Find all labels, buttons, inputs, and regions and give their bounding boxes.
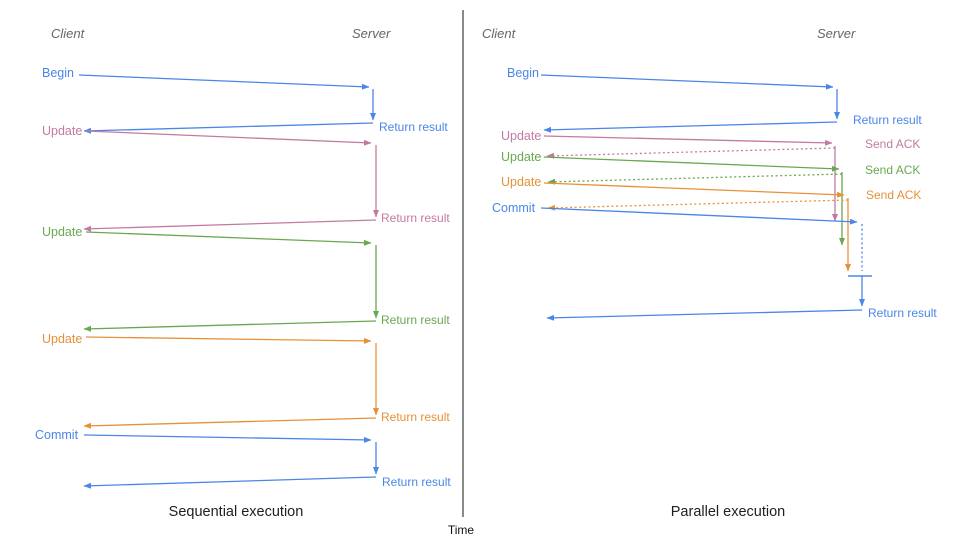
sequential-update-2-reply-label: Return result [381,313,450,327]
parallel-update-3-reply-label: Send ACK [866,188,921,202]
parallel-begin-0-reply-label: Return result [853,113,922,127]
parallel-update-2-request-arrow [543,156,840,172]
time-axis-label: Time [448,523,475,537]
parallel-commit-4-reply-label: Return result [868,306,937,320]
parallel-commit-4-label: Commit [492,201,536,215]
parallel-server-header: Server [817,26,856,41]
parallel-begin-0-request-arrow [540,74,834,90]
parallel-update-1-label: Update [501,129,541,143]
parallel-commit-4-reply-arrow [546,309,863,321]
sequential-commit-4-request-arrow [83,434,372,443]
sequential-begin-0-reply-arrow [83,122,374,134]
sequential-update-2-reply-arrow [83,320,377,332]
sequential-update-1-reply-arrow [83,219,377,232]
parallel-update-2-reply-arrow [547,173,843,185]
parallel-update-1-reply-label: Send ACK [865,137,920,151]
sequential-commit-4-reply-label: Return result [382,475,451,489]
parallel-update-3-label: Update [501,175,541,189]
sequential-begin-0-reply-label: Return result [379,120,448,134]
sequential-begin-0-label: Begin [42,66,74,80]
parallel-commit-4-request-arrow [540,207,858,225]
sequential-update-3-label: Update [42,332,82,346]
sequential-update-2-label: Update [42,225,82,239]
parallel-client-header: Client [482,26,517,41]
sequential-panel-title: Sequential execution [169,504,304,520]
sequential-commit-4-label: Commit [35,428,79,442]
sequential-client-header: Client [51,26,86,41]
sequential-update-3-reply-arrow [83,417,377,429]
sequential-update-1-label: Update [42,124,82,138]
parallel-update-3-reply-arrow [547,199,849,211]
parallel-begin-0-reply-arrow [543,121,838,133]
parallel-panel-title: Parallel execution [671,504,785,520]
sequential-update-3-request-arrow [85,336,372,344]
parallel-update-2-label: Update [501,150,541,164]
parallel-update-2-reply-label: Send ACK [865,163,920,177]
sequential-update-1-reply-label: Return result [381,211,450,225]
sequential-update-2-request-arrow [85,231,372,246]
parallel-begin-0-label: Begin [507,66,539,80]
parallel-update-3-request-arrow [543,182,845,198]
sequential-commit-4-reply-arrow [83,476,377,489]
sequential-begin-0-request-arrow [78,74,370,90]
parallel-update-1-reply-arrow [546,147,836,159]
sequential-update-1-request-arrow [85,130,372,146]
sequential-server-header: Server [352,26,391,41]
parallel-update-1-request-arrow [543,135,833,146]
sequential-update-3-reply-label: Return result [381,410,450,424]
